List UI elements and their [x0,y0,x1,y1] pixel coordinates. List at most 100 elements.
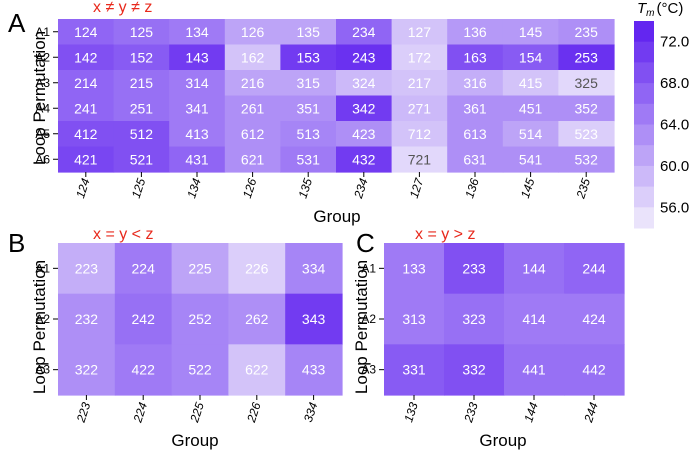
panel-c-x-axis-label: Group [479,431,526,450]
heatmap-cell [58,146,115,173]
heatmap-cell-label: 145 [519,24,543,40]
heatmap-cell-label: 234 [352,24,376,40]
heatmap-cell-label: 424 [582,311,606,327]
x-tick-label: 126 [240,176,260,200]
colorbar-tick-label: 64.0 [660,117,689,134]
heatmap-cell [336,19,393,46]
heatmap-cell [384,293,445,345]
heatmap-cell [384,344,445,396]
heatmap-cell [444,293,505,345]
heatmap-cell-label: 253 [575,49,599,65]
heatmap-cell-label: 331 [402,362,426,378]
heatmap-cell [504,293,565,345]
heatmap-cell-label: 262 [245,311,269,327]
heatmap-cell-label: 422 [132,362,156,378]
heatmap-cell [113,19,170,46]
colorbar-step [634,145,654,167]
heatmap-cell [564,243,625,295]
heatmap-cell [384,243,445,295]
heatmap-cell [58,44,115,71]
heatmap-cell-label: 235 [575,24,599,40]
heatmap-cell-label: 322 [75,362,99,378]
heatmap-cell-label: 352 [575,100,599,116]
heatmap-cell [391,44,448,71]
heatmap-cell [564,293,625,345]
heatmap-cell [504,344,565,396]
heatmap-cell [558,95,615,122]
colorbar-step [634,165,654,188]
heatmap-cell-label: 217 [408,75,432,91]
colorbar-step [634,62,654,84]
heatmap-cell-label: 133 [402,260,426,276]
heatmap-cell-label: 351 [297,100,321,116]
heatmap-cell [285,243,343,295]
y-tick-label: A5 [35,127,50,141]
heatmap-cell [391,146,448,173]
colorbar-title: Tm (°C) [637,0,683,19]
panel-c-y-ticks: A1 A2 A3 [361,261,384,377]
heatmap-cell-label: 124 [74,24,98,40]
heatmap-cell-label: 162 [241,49,265,65]
heatmap-cell-label: 215 [130,75,154,91]
heatmap-cell-label: 223 [75,260,99,276]
y-tick-label: A4 [35,101,50,115]
heatmap-cell [114,344,173,396]
panel-b-x-ticks: 223 224 225 226 334 [73,395,321,425]
heatmap-cell-label: 513 [297,126,321,142]
heatmap-cell-label: 432 [352,151,376,167]
y-tick-label: A3 [35,76,50,90]
heatmap-cell-label: 522 [188,362,212,378]
heatmap-cell [502,19,559,46]
heatmap-cell [58,70,115,97]
heatmap-cell-label: 433 [302,362,326,378]
colorbar-tick-label: 56.0 [660,199,689,216]
heatmap-cell-label: 127 [408,24,432,40]
x-tick-label: 144 [521,400,541,424]
colorbar-title-symbol: T [637,0,648,17]
heatmap-cell [558,44,615,71]
heatmap-cell-label: 244 [582,260,606,276]
heatmap-cell-label: 423 [352,126,376,142]
heatmap-cell-label: 172 [408,49,432,65]
y-tick-label: A2 [35,312,50,326]
panel-b-title: x = y < z [93,226,153,243]
colorbar-tick-label: 60.0 [660,158,689,175]
colorbar-title-subscript: m [646,8,654,19]
x-tick-label: 145 [518,176,538,200]
panel-b: B x = y < z 223 224 225 226 334 232 242 252 262 3… [8,226,343,450]
heatmap-cell-label: 251 [130,100,154,116]
heatmap-cell [280,70,337,97]
heatmap-cell-label: 341 [185,100,209,116]
heatmap-cell-label: 271 [408,100,432,116]
heatmap-cell [391,19,448,46]
heatmap-cell-label: 332 [462,362,486,378]
heatmap-cell [224,95,281,122]
heatmap-cell [558,146,615,173]
heatmap-cell-label: 233 [462,260,486,276]
y-tick-label: A2 [361,312,376,326]
heatmap-cell [113,95,170,122]
heatmap-cell [228,243,286,295]
heatmap-cell [113,44,170,71]
heatmap-cell [336,70,393,97]
x-tick-label: 224 [130,400,150,425]
heatmap-cell-label: 531 [297,151,321,167]
heatmap-cell [336,44,393,71]
heatmap-cell [280,146,337,173]
heatmap-cell-label: 316 [463,75,487,91]
heatmap-cell-label: 541 [519,151,543,167]
heatmap-cell [447,44,504,71]
heatmap-cell [447,19,504,46]
colorbar-step [634,124,654,146]
x-tick-label: 134 [184,176,204,200]
heatmap-cell-label: 712 [408,126,432,142]
heatmap-cell [169,19,226,46]
heatmap-cell-label: 314 [185,75,209,91]
heatmap-cell-label: 143 [185,49,209,65]
heatmap-cell [114,243,173,295]
x-tick-label: 226 [244,400,264,425]
heatmap-cell-label: 315 [297,75,321,91]
heatmap-cell-label: 216 [241,75,265,91]
heatmap-cell [228,344,286,396]
heatmap-cell [224,19,281,46]
